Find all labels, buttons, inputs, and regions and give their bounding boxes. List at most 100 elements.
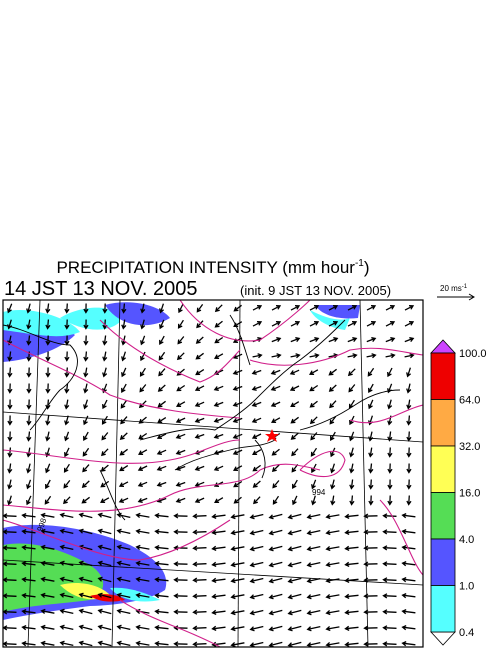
wind-vectors — [3, 303, 416, 647]
wind-arrow — [230, 530, 245, 536]
wind-arrow — [366, 353, 377, 359]
wind-arrow — [40, 544, 55, 550]
wind-arrow — [63, 463, 70, 473]
wind-arrow — [268, 593, 283, 600]
wind-arrow — [7, 303, 13, 314]
wind-arrow — [26, 479, 32, 490]
wind-arrow — [233, 496, 242, 504]
wind-arrow — [290, 305, 301, 311]
wind-arrow — [102, 351, 108, 362]
wind-arrow — [154, 593, 169, 599]
wind-arrow — [213, 417, 224, 423]
wind-arrow — [387, 399, 393, 410]
wind-arrow — [192, 625, 207, 631]
wind-arrow — [135, 528, 150, 534]
wind-arrow — [232, 449, 243, 455]
wind-arrow — [290, 432, 299, 440]
wind-arrow — [21, 561, 36, 567]
wind-arrow — [97, 624, 112, 631]
wind-arrow — [309, 416, 318, 425]
wind-arrow — [214, 336, 224, 344]
wind-arrow — [40, 608, 55, 614]
wind-arrow — [406, 367, 412, 378]
wind-arrow — [366, 337, 377, 343]
wind-arrow — [382, 577, 397, 583]
wind-arrow — [135, 592, 150, 598]
wind-arrow — [195, 352, 204, 360]
wind-arrow — [26, 463, 32, 474]
wind-arrow — [368, 383, 374, 393]
wind-arrow — [121, 383, 127, 394]
wind-arrow — [59, 560, 74, 567]
wind-arrow — [3, 513, 17, 519]
wind-arrow — [268, 609, 283, 616]
wind-arrow — [116, 544, 131, 551]
wind-arrow — [401, 561, 416, 567]
wind-arrow — [7, 367, 13, 378]
wind-arrow — [82, 447, 90, 457]
wind-arrow — [268, 577, 283, 584]
wind-arrow — [21, 513, 36, 519]
wind-arrow — [156, 449, 167, 455]
wind-arrow — [194, 433, 205, 439]
wind-arrow — [363, 641, 378, 647]
contour-label: 998 — [35, 517, 48, 533]
wind-arrow — [406, 383, 412, 394]
wind-arrow — [252, 305, 263, 311]
wind-arrow — [154, 545, 169, 551]
precip-areas — [3, 302, 360, 620]
wind-arrow — [311, 479, 317, 490]
wind-arrow — [363, 513, 378, 519]
wind-arrow — [64, 399, 70, 410]
wind-arrow — [137, 497, 148, 503]
colorbar-segment — [430, 492, 456, 540]
wind-arrow — [26, 367, 32, 378]
wind-arrow — [83, 319, 89, 330]
wind-arrow — [7, 351, 13, 362]
wind-arrow — [306, 561, 321, 568]
wind-arrow — [291, 448, 299, 457]
colorbar-segment — [430, 445, 456, 493]
wind-arrow — [382, 609, 397, 615]
wind-arrow — [7, 479, 13, 490]
wind-arrow — [382, 561, 397, 567]
wind-arrow — [194, 401, 205, 407]
wind-arrow — [290, 416, 299, 424]
wind-arrow — [230, 546, 245, 552]
wind-arrow — [81, 496, 90, 504]
wind-arrow — [287, 513, 302, 520]
wind-arrow — [232, 417, 243, 423]
wind-arrow — [233, 304, 242, 312]
wind-arrow — [196, 304, 204, 313]
wind-arrow — [252, 464, 261, 472]
wind-arrow — [309, 337, 320, 343]
wind-arrow — [249, 593, 264, 600]
wind-arrow — [325, 642, 340, 647]
wind-arrow — [97, 608, 112, 615]
wind-arrow — [97, 576, 112, 583]
wind-arrow — [140, 303, 146, 314]
wind-arrow — [194, 465, 205, 471]
wind-arrow — [366, 305, 377, 311]
wind-arrow — [309, 321, 320, 327]
wind-arrow — [328, 368, 337, 376]
wind-arrow — [310, 447, 318, 457]
wind-arrow — [7, 447, 13, 458]
wind-arrow — [40, 560, 55, 566]
wind-arrow — [83, 335, 89, 346]
wind-arrow — [192, 545, 207, 551]
wind-arrow — [348, 384, 356, 393]
wind-arrow — [311, 495, 317, 506]
wind-arrow — [349, 463, 355, 474]
wind-arrow — [59, 576, 74, 583]
wind-arrow — [97, 544, 112, 551]
colorbar-label: 4.0 — [459, 534, 474, 546]
wind-arrow — [211, 513, 226, 519]
wind-arrow — [213, 353, 224, 359]
wind-arrow — [40, 640, 55, 646]
wind-arrow — [26, 383, 32, 394]
wind-arrow — [325, 562, 340, 568]
wind-arrow — [232, 465, 243, 471]
wind-arrow — [251, 401, 262, 407]
wind-arrow — [3, 641, 17, 647]
